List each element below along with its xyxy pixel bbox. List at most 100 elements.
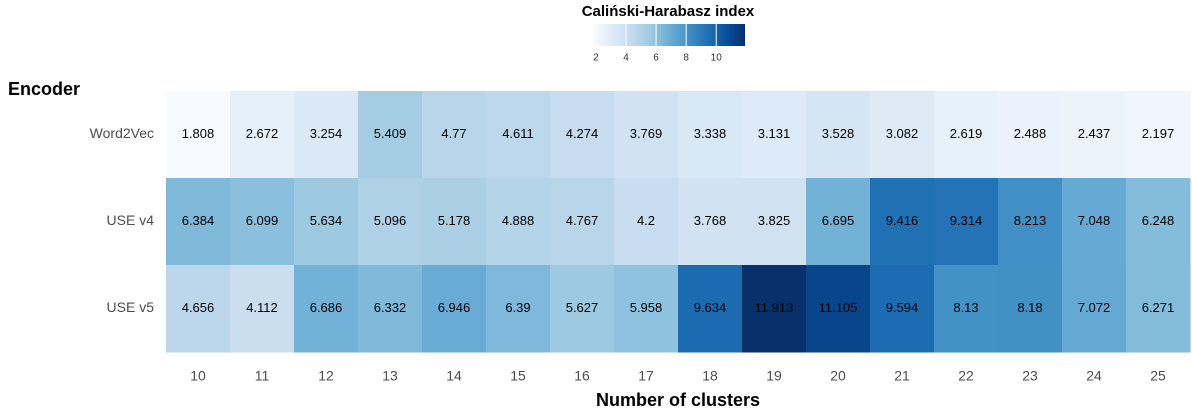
heatmap-cell	[294, 178, 359, 266]
cell-label: 6.332	[374, 300, 407, 315]
cell-label: 3.769	[630, 126, 663, 141]
cell-label: 11.105	[819, 300, 858, 315]
cell-label: 2.197	[1142, 126, 1175, 141]
y-tick-label: USE v5	[107, 299, 155, 315]
heatmap-cell	[486, 265, 551, 353]
cell-label: 4.767	[566, 213, 599, 228]
cell-label: 5.958	[630, 300, 663, 315]
cell-label: 6.946	[438, 300, 471, 315]
heatmap-cell	[486, 91, 551, 179]
heatmap-cell	[614, 91, 679, 179]
heatmap-cell	[678, 265, 743, 353]
cell-label: 8.213	[1014, 213, 1047, 228]
heatmap-cell	[358, 178, 423, 266]
colorbar-tick-label: 8	[683, 53, 689, 64]
cell-label: 9.594	[886, 300, 919, 315]
cell-label: 3.254	[310, 126, 343, 141]
cell-label: 6.248	[1142, 213, 1175, 228]
heatmap-cell	[806, 178, 871, 266]
colorbar-tick-label: 4	[623, 53, 629, 64]
heatmap-cell	[1062, 265, 1127, 353]
cell-label: 2.437	[1078, 126, 1111, 141]
heatmap-cell	[422, 91, 487, 179]
heatmap-cell	[870, 265, 935, 353]
heatmap-cell	[230, 265, 295, 353]
cell-label: 9.416	[886, 213, 919, 228]
cell-label: 7.072	[1078, 300, 1111, 315]
heatmap-cell	[742, 265, 807, 353]
heatmap-cell	[934, 178, 999, 266]
cell-label: 2.619	[950, 126, 983, 141]
x-tick-label: 22	[958, 368, 974, 384]
heatmap-cell	[678, 178, 743, 266]
cell-label: 8.18	[1017, 300, 1042, 315]
heatmap-cell	[294, 91, 359, 179]
heatmap-cell	[806, 265, 871, 353]
cell-label: 6.271	[1142, 300, 1175, 315]
heatmap-cell	[1126, 178, 1191, 266]
cell-label: 6.695	[822, 213, 855, 228]
cell-label: 9.634	[694, 300, 727, 315]
x-tick-label: 14	[446, 368, 462, 384]
colorbar	[593, 24, 745, 46]
heatmap-cell	[486, 178, 551, 266]
heatmap-cell	[358, 91, 423, 179]
cell-label: 3.131	[758, 126, 791, 141]
heatmap-cell	[166, 178, 231, 266]
heatmap-cell	[998, 178, 1063, 266]
heatmap-cell	[550, 91, 615, 179]
x-tick-label: 23	[1022, 368, 1038, 384]
x-tick-label: 19	[766, 368, 782, 384]
x-tick-label: 25	[1150, 368, 1166, 384]
x-tick-label: 20	[830, 368, 846, 384]
cell-label: 3.528	[822, 126, 855, 141]
cell-label: 4.77	[441, 126, 466, 141]
heatmap-cell	[1126, 91, 1191, 179]
heatmap-cell	[998, 265, 1063, 353]
x-axis-title: Number of clusters	[596, 390, 760, 410]
heatmap-cell	[1062, 178, 1127, 266]
heatmap-cell	[1126, 265, 1191, 353]
heatmap-cell	[742, 91, 807, 179]
heatmap-cell	[806, 91, 871, 179]
cell-label: 2.672	[246, 126, 279, 141]
heatmap-cell	[166, 265, 231, 353]
heatmap-cell	[294, 265, 359, 353]
heatmap-cell	[614, 265, 679, 353]
cell-label: 6.099	[246, 213, 279, 228]
heatmap-cell	[870, 91, 935, 179]
heatmap-cell	[550, 265, 615, 353]
x-tick-label: 18	[702, 368, 718, 384]
x-tick-label: 12	[318, 368, 334, 384]
cell-label: 4.888	[502, 213, 535, 228]
y-tick-label: USE v4	[107, 212, 155, 228]
heatmap-cell	[230, 91, 295, 179]
colorbar-tick-label: 10	[711, 53, 723, 64]
heatmap-cell	[998, 91, 1063, 179]
heatmap-cell	[934, 265, 999, 353]
y-tick-label: Word2Vec	[90, 125, 154, 141]
x-tick-label: 21	[894, 368, 910, 384]
cell-label: 7.048	[1078, 213, 1111, 228]
heatmap-cell	[934, 91, 999, 179]
heatmap-cell	[358, 265, 423, 353]
cell-label: 5.096	[374, 213, 407, 228]
heatmap-cell	[1062, 91, 1127, 179]
cell-label: 5.627	[566, 300, 599, 315]
x-tick-label: 24	[1086, 368, 1102, 384]
heatmap-cell	[678, 91, 743, 179]
cell-label: 6.39	[505, 300, 530, 315]
cell-label: 4.656	[182, 300, 215, 315]
y-axis-title: Encoder	[8, 79, 80, 99]
cell-label: 3.825	[758, 213, 791, 228]
cell-label: 6.686	[310, 300, 343, 315]
cell-label: 4.112	[246, 300, 278, 315]
colorbar-tick-label: 2	[593, 53, 599, 64]
cell-label: 3.768	[694, 213, 727, 228]
heatmap-cell	[742, 178, 807, 266]
cell-label: 8.13	[953, 300, 978, 315]
cell-label: 11.913	[755, 300, 794, 315]
heatmap-cell	[550, 178, 615, 266]
cell-label: 1.808	[182, 126, 215, 141]
